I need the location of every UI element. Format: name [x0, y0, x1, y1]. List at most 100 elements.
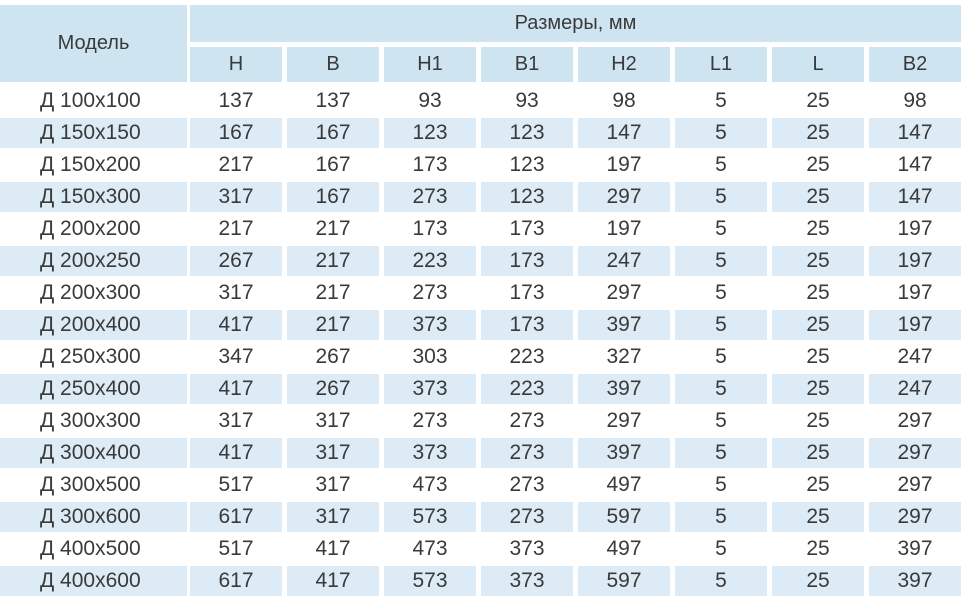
value-cell: 167: [287, 118, 379, 148]
value-cell: 197: [897, 281, 933, 304]
value-cell: 373: [509, 537, 545, 560]
value-cell: 173: [412, 217, 448, 240]
value-cell: 417: [190, 374, 282, 404]
value-cell: 5: [715, 281, 727, 304]
value-cell: 98: [903, 89, 927, 112]
value-cell: 247: [897, 345, 933, 368]
value-cell: 93: [515, 89, 539, 112]
value-cell: 417: [190, 310, 282, 340]
value-cell: 267: [315, 345, 351, 368]
value-cell: 397: [578, 438, 670, 468]
value-cell: 217: [287, 246, 379, 276]
value-cell: 25: [806, 281, 830, 304]
value-cell: 25: [772, 310, 864, 340]
value-cell: 497: [606, 537, 642, 560]
value-cell: 297: [578, 182, 670, 212]
value-cell: 573: [384, 566, 476, 596]
value-cell: 597: [578, 566, 670, 596]
value-cell: 173: [509, 217, 545, 240]
value-cell: 167: [287, 182, 379, 212]
value-cell: 123: [481, 118, 573, 148]
value-cell: 197: [869, 310, 961, 340]
value-cell: 517: [218, 473, 254, 496]
value-cell: 617: [190, 502, 282, 532]
value-cell: 297: [869, 502, 961, 532]
value-cell: 297: [606, 281, 642, 304]
value-cell: 93: [418, 89, 442, 112]
value-cell: 373: [481, 566, 573, 596]
model-cell: Д 150x150: [0, 118, 187, 148]
column-header: B: [287, 47, 379, 82]
model-cell: Д 400x600: [0, 566, 187, 596]
value-cell: 303: [412, 345, 448, 368]
value-cell: 5: [675, 438, 767, 468]
value-cell: 347: [218, 345, 254, 368]
value-cell: 317: [287, 438, 379, 468]
value-cell: 25: [806, 89, 830, 112]
value-cell: 327: [606, 345, 642, 368]
model-cell: Д 250x300: [40, 345, 141, 368]
value-cell: 497: [606, 473, 642, 496]
model-cell: Д 300x400: [0, 438, 187, 468]
value-cell: 273: [481, 502, 573, 532]
value-cell: 297: [897, 473, 933, 496]
value-cell: 397: [578, 310, 670, 340]
model-cell: Д 250x400: [0, 374, 187, 404]
value-cell: 217: [218, 217, 254, 240]
model-cell: Д 200x400: [0, 310, 187, 340]
value-cell: 267: [287, 374, 379, 404]
value-cell: 5: [715, 473, 727, 496]
value-cell: 173: [509, 281, 545, 304]
value-cell: 137: [315, 89, 351, 112]
value-cell: 98: [612, 89, 636, 112]
value-cell: 517: [218, 537, 254, 560]
value-cell: 247: [578, 246, 670, 276]
value-cell: 25: [806, 217, 830, 240]
value-cell: 5: [675, 182, 767, 212]
column-header: B1: [481, 47, 573, 82]
value-cell: 25: [772, 374, 864, 404]
value-cell: 25: [772, 182, 864, 212]
value-cell: 217: [218, 153, 254, 176]
value-cell: 317: [218, 281, 254, 304]
value-cell: 617: [190, 566, 282, 596]
value-cell: 5: [715, 345, 727, 368]
value-cell: 317: [315, 473, 351, 496]
value-cell: 167: [190, 118, 282, 148]
value-cell: 267: [190, 246, 282, 276]
value-cell: 197: [606, 217, 642, 240]
value-cell: 173: [412, 153, 448, 176]
value-cell: 473: [412, 537, 448, 560]
value-cell: 5: [675, 374, 767, 404]
column-header: L: [772, 47, 864, 82]
value-cell: 25: [772, 246, 864, 276]
value-cell: 217: [315, 217, 351, 240]
value-cell: 373: [384, 438, 476, 468]
model-cell: Д 300x500: [40, 473, 141, 496]
value-cell: 5: [675, 118, 767, 148]
value-cell: 147: [869, 118, 961, 148]
value-cell: 173: [481, 246, 573, 276]
value-cell: 273: [384, 182, 476, 212]
value-cell: 5: [675, 502, 767, 532]
value-cell: 25: [772, 566, 864, 596]
value-cell: 417: [190, 438, 282, 468]
value-cell: 273: [509, 473, 545, 496]
model-cell: Д 100x100: [40, 89, 141, 112]
value-cell: 25: [806, 153, 830, 176]
value-cell: 247: [869, 374, 961, 404]
model-cell: Д 200x300: [40, 281, 141, 304]
value-cell: 25: [772, 502, 864, 532]
column-header: H1: [384, 47, 476, 82]
value-cell: 123: [384, 118, 476, 148]
value-cell: 5: [715, 153, 727, 176]
value-cell: 5: [675, 310, 767, 340]
column-header: H2: [578, 47, 670, 82]
value-cell: 597: [578, 502, 670, 532]
group-header: Размеры, мм: [190, 5, 961, 42]
value-cell: 397: [897, 537, 933, 560]
value-cell: 297: [897, 409, 933, 432]
value-cell: 417: [287, 566, 379, 596]
model-cell: Д 300x600: [0, 502, 187, 532]
